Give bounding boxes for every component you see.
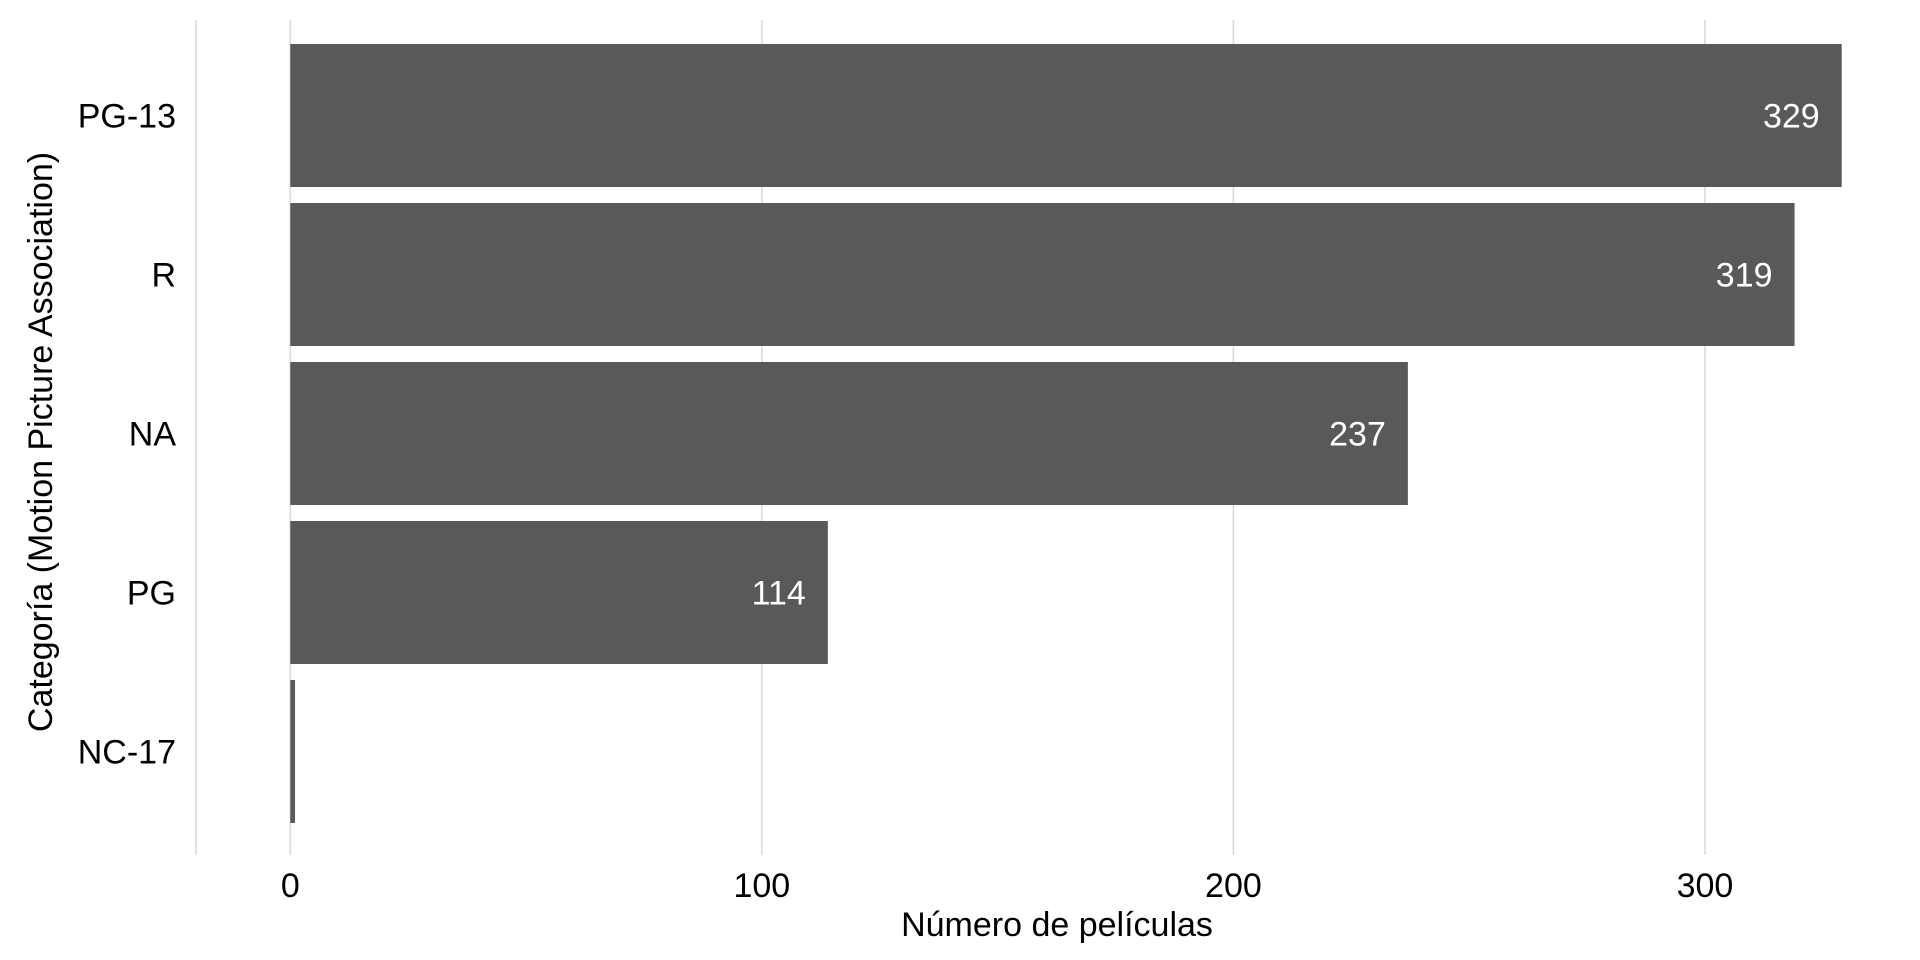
- y-axis-tick-labels: PG-13 R NA PG NC-17: [78, 98, 177, 772]
- y-tick-label-pg: PG: [127, 575, 176, 613]
- y-tick-label-r: R: [151, 257, 176, 295]
- y-tick-label-na: NA: [129, 416, 177, 454]
- data-labels: 329 319 237 114: [752, 98, 1820, 613]
- bar-na: [290, 362, 1408, 505]
- bar-nc-17: [290, 680, 296, 823]
- x-axis-title: Número de películas: [901, 906, 1213, 944]
- y-axis-title: Categoría (Motion Picture Association): [22, 152, 60, 732]
- data-label-pg: 114: [752, 575, 806, 613]
- bar-pg: [290, 521, 828, 664]
- data-label-pg-13: 329: [1763, 98, 1820, 136]
- y-tick-label-pg-13: PG-13: [78, 98, 176, 136]
- data-label-na: 237: [1329, 416, 1386, 454]
- y-tick-label-nc-17: NC-17: [78, 734, 176, 772]
- bars: [290, 44, 1842, 823]
- bar-r: [290, 203, 1795, 346]
- x-tick-label: 300: [1677, 867, 1734, 905]
- x-tick-label: 0: [281, 867, 300, 905]
- x-tick-label: 100: [733, 867, 790, 905]
- x-tick-label: 200: [1205, 867, 1262, 905]
- bar-pg-13: [290, 44, 1842, 187]
- data-label-r: 319: [1716, 257, 1773, 295]
- x-axis-tick-labels: 0 100 200 300: [281, 867, 1733, 905]
